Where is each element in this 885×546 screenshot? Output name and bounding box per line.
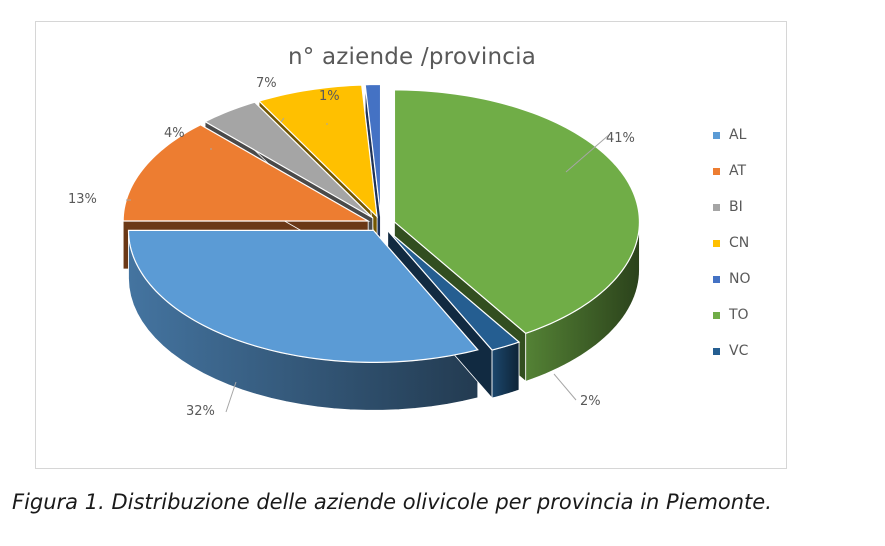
chart-legend: AL AT BI CN NO TO VC (713, 117, 751, 369)
slice-side-vc (491, 341, 520, 399)
pie-slice-bi (203, 101, 374, 219)
pie-slice-to (393, 89, 641, 335)
legend-swatch (713, 203, 720, 211)
leader-line-to (565, 133, 611, 173)
legend-swatch (713, 167, 720, 175)
chart-title: n° aziende /provincia (287, 44, 536, 70)
data-label-to: 41% (606, 131, 635, 146)
legend-swatch (713, 131, 720, 139)
legend-item-al: AL (713, 117, 751, 153)
pie-slice-al (127, 229, 479, 363)
leader-line-al (225, 381, 237, 413)
leader-line-vc (553, 373, 577, 401)
pie-slice-vc (387, 230, 521, 351)
chart-frame: 41% 2% 32% 13% 4% 7% 1% n° aziende /provincia … (35, 21, 787, 469)
legend-swatch (713, 347, 720, 355)
legend-item-bi: BI (713, 189, 751, 225)
legend-item-at: AT (713, 153, 751, 189)
data-label-vc: 2% (580, 394, 601, 409)
pie-chart: 41% 2% 32% 13% 4% 7% 1% (68, 76, 641, 419)
data-label-bi: 4% (164, 126, 185, 141)
pie-slice-at (122, 124, 371, 222)
legend-label: AL (729, 127, 747, 143)
legend-label: BI (729, 199, 743, 215)
legend-label: CN (729, 235, 750, 251)
legend-label: VC (729, 343, 749, 359)
pie-slice-cn (257, 84, 378, 219)
legend-item-to: TO (713, 297, 751, 333)
data-label-al: 32% (186, 404, 215, 419)
legend-swatch (713, 311, 720, 319)
legend-label: TO (729, 307, 749, 323)
legend-item-cn: CN (713, 225, 751, 261)
data-label-at: 13% (68, 192, 97, 207)
legend-label: AT (729, 163, 747, 179)
data-label-no: 1% (319, 89, 340, 104)
legend-swatch (713, 275, 720, 283)
legend-item-vc: VC (713, 333, 751, 369)
data-label-cn: 7% (256, 76, 277, 91)
legend-label: NO (729, 271, 751, 287)
pie-slice-no (364, 83, 382, 217)
leader-line-cn (280, 117, 285, 123)
legend-swatch (713, 239, 720, 247)
legend-item-no: NO (713, 261, 751, 297)
figure-caption: Figura 1. Distribuzione delle aziende ol… (12, 490, 772, 514)
